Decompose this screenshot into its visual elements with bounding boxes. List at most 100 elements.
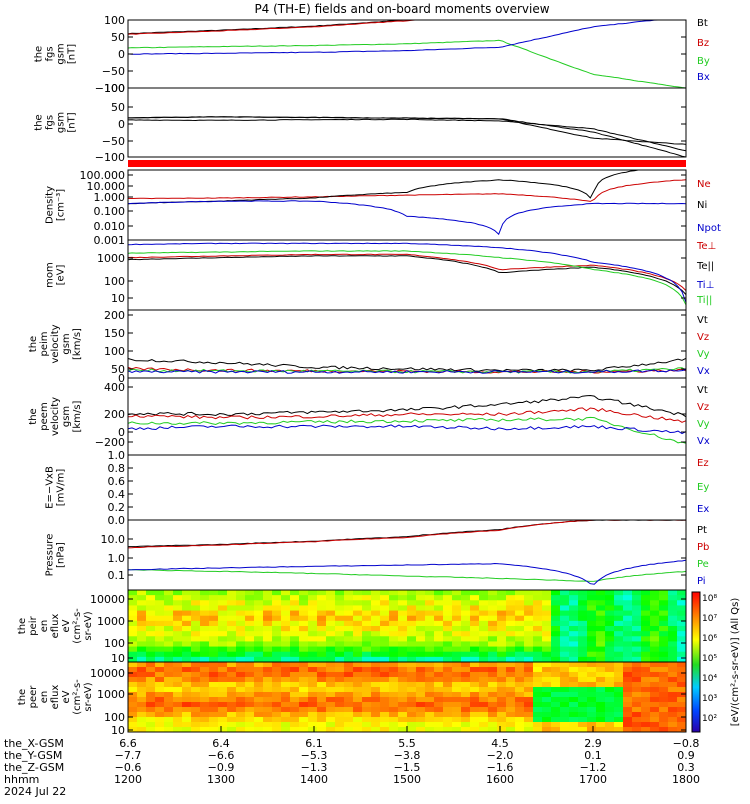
spectrogram-cell bbox=[335, 682, 345, 688]
y-axis-label: velocity bbox=[50, 324, 61, 363]
spectrogram-cell bbox=[605, 697, 615, 703]
spectrogram-cell bbox=[317, 656, 327, 663]
spectrogram-cell bbox=[380, 692, 390, 698]
spectrogram-cell bbox=[227, 667, 237, 673]
spectrogram-cell bbox=[182, 641, 192, 648]
spectrogram-cell bbox=[542, 595, 552, 601]
spectrogram-cell bbox=[290, 667, 300, 673]
spectrogram-cell bbox=[668, 656, 678, 663]
spectrogram-cell bbox=[506, 590, 516, 596]
spectrogram-cell bbox=[218, 631, 228, 637]
spectrogram-cell bbox=[515, 667, 525, 673]
spectrogram-cell bbox=[632, 712, 642, 718]
spectrogram-cell bbox=[272, 687, 282, 693]
spectrogram-cell bbox=[641, 692, 651, 698]
spectrogram-cell bbox=[488, 631, 498, 637]
spectrogram-cell bbox=[443, 687, 453, 693]
spectrogram-cell bbox=[605, 687, 615, 693]
spectrogram-cell bbox=[524, 702, 534, 708]
y-axis-label: gsm bbox=[56, 112, 67, 133]
spectrogram-cell bbox=[587, 687, 597, 693]
spectrogram-cell bbox=[326, 672, 336, 678]
spectrogram-cell bbox=[470, 605, 480, 612]
spectrogram-cell bbox=[155, 727, 165, 733]
spectrogram-cell bbox=[650, 672, 660, 678]
spectrogram-cell bbox=[434, 712, 444, 718]
spectrogram-cell bbox=[317, 651, 327, 658]
spectrogram-cell bbox=[200, 727, 210, 733]
spectrogram-cell bbox=[551, 717, 561, 723]
spectrogram-cell bbox=[659, 610, 669, 617]
spectrogram-cell bbox=[254, 712, 264, 718]
spectrogram-cell bbox=[137, 615, 147, 622]
spectrogram-cell bbox=[317, 600, 327, 606]
spectrogram-cell bbox=[632, 631, 642, 637]
spectrogram-cell bbox=[335, 672, 345, 678]
spectrogram-cell bbox=[290, 672, 300, 678]
spectrogram-cell bbox=[263, 717, 273, 723]
spectrogram-cell bbox=[650, 600, 660, 606]
spectrogram-cell bbox=[128, 682, 138, 688]
spectrogram-cell bbox=[425, 590, 435, 596]
spectrogram-cell bbox=[434, 595, 444, 601]
spectrogram-cell bbox=[137, 687, 147, 693]
spectrogram-cell bbox=[506, 707, 516, 713]
spectrogram-cell bbox=[182, 702, 192, 708]
spectrogram-cell bbox=[641, 656, 651, 663]
spectrogram-cell bbox=[272, 641, 282, 648]
spectrogram-cell bbox=[398, 620, 408, 627]
spectrogram-cell bbox=[326, 620, 336, 627]
spectrogram-cell bbox=[470, 656, 480, 663]
spectrogram-cell bbox=[272, 677, 282, 683]
spectrogram-cell bbox=[434, 641, 444, 648]
spectrogram-cell bbox=[209, 672, 219, 678]
spectrogram-cell bbox=[542, 692, 552, 698]
spectrogram-cell bbox=[191, 600, 201, 606]
spectrogram-cell bbox=[641, 712, 651, 718]
spectrogram-cell bbox=[632, 727, 642, 733]
spectrogram-cell bbox=[290, 636, 300, 642]
legend-entry: Ni bbox=[697, 200, 707, 211]
spectrogram-cell bbox=[335, 717, 345, 723]
spectrogram-cell bbox=[407, 717, 417, 723]
spectrogram-cell bbox=[371, 590, 381, 596]
spectrogram-cell bbox=[389, 641, 399, 648]
y-tick-label: 1.0 bbox=[108, 449, 126, 462]
spectrogram-cell bbox=[533, 595, 543, 601]
spectrogram-cell bbox=[353, 677, 363, 683]
series-pressure-1 bbox=[127, 519, 687, 549]
spectrogram-cell bbox=[461, 590, 471, 596]
spectrogram-cell bbox=[254, 636, 264, 642]
spectrogram-cell bbox=[200, 600, 210, 606]
spectrogram-cell bbox=[632, 687, 642, 693]
spectrogram-cell bbox=[137, 677, 147, 683]
spectrogram-cell bbox=[659, 677, 669, 683]
spectrogram-cell bbox=[236, 717, 246, 723]
spectrogram-cell bbox=[641, 702, 651, 708]
y-tick-label: 100 bbox=[104, 82, 125, 95]
spectrogram-cell bbox=[218, 672, 228, 678]
spectrogram-cell bbox=[209, 697, 219, 703]
y-tick-label: 10 bbox=[111, 724, 125, 737]
spectrogram-cell bbox=[596, 605, 606, 612]
spectrogram-cell bbox=[632, 651, 642, 658]
spectrogram-cell bbox=[407, 590, 417, 596]
spectrogram-cell bbox=[506, 595, 516, 601]
legend-entry: Ne bbox=[697, 179, 711, 190]
spectrogram-cell bbox=[668, 692, 678, 698]
spectrogram-cell bbox=[659, 687, 669, 693]
spectrogram-cell bbox=[326, 631, 336, 637]
spectrogram-cell bbox=[209, 590, 219, 596]
x-row-value: 0.3 bbox=[677, 761, 695, 774]
spectrogram-cell bbox=[443, 615, 453, 622]
spectrogram-cell bbox=[272, 620, 282, 627]
spectrogram-cell bbox=[137, 692, 147, 698]
spectrogram-cell bbox=[173, 615, 183, 622]
y-axis-label: sr-eV) bbox=[83, 682, 94, 711]
spectrogram-cell bbox=[650, 636, 660, 642]
spectrogram-cell bbox=[182, 707, 192, 713]
spectrogram-cell bbox=[650, 651, 660, 658]
spectrogram-cell bbox=[209, 677, 219, 683]
